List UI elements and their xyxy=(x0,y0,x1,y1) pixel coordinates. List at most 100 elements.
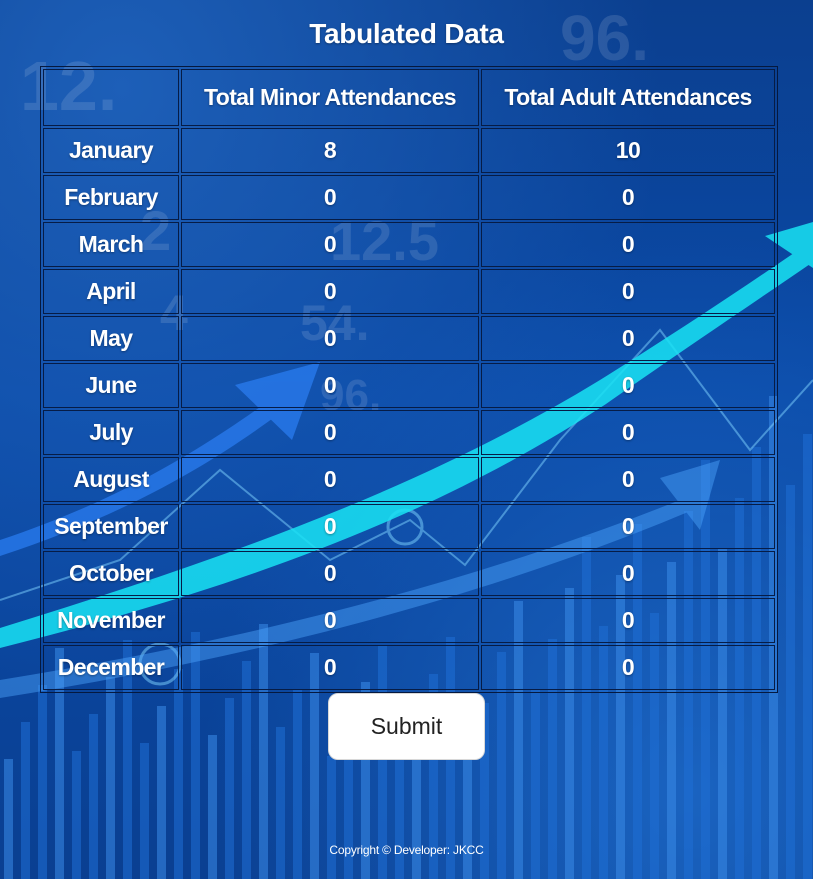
background-bar xyxy=(276,727,285,879)
table-row: August 0 0 xyxy=(43,457,775,502)
header-month xyxy=(43,69,179,126)
background-bar xyxy=(89,714,98,879)
background-bar xyxy=(72,751,81,879)
month-cell: July xyxy=(43,410,179,455)
svg-text:54.: 54. xyxy=(300,295,370,351)
background-bars xyxy=(4,396,812,879)
background-bar xyxy=(786,485,795,879)
adult-attendance-cell: 0 xyxy=(481,645,775,690)
month-cell: October xyxy=(43,551,179,596)
background-bar xyxy=(344,719,353,879)
adult-attendance-cell: 0 xyxy=(481,175,775,220)
background-bar xyxy=(21,722,30,879)
table-row: December 0 0 xyxy=(43,645,775,690)
adult-attendance-cell: 0 xyxy=(481,504,775,549)
minor-attendance-cell: 8 xyxy=(181,128,479,173)
minor-attendance-cell: 0 xyxy=(181,598,479,643)
table-row: November 0 0 xyxy=(43,598,775,643)
background-bar xyxy=(395,748,404,879)
adult-attendance-cell: 0 xyxy=(481,269,775,314)
background-bar xyxy=(106,677,115,879)
background-bar xyxy=(191,632,200,879)
month-cell: November xyxy=(43,598,179,643)
background-bar xyxy=(684,511,693,879)
background-bar xyxy=(650,613,659,879)
svg-text:12.: 12. xyxy=(20,47,117,125)
table-row: March 0 0 xyxy=(43,222,775,267)
minor-attendance-cell: 0 xyxy=(181,175,479,220)
copyright-text: Copyright © Developer: JKCC xyxy=(329,843,484,857)
background-bar xyxy=(667,562,676,879)
adult-attendance-cell: 0 xyxy=(481,457,775,502)
page-title: Tabulated Data xyxy=(309,18,504,49)
table-row: May 0 0 xyxy=(43,316,775,361)
background-bar xyxy=(140,743,149,879)
table-row: September 0 0 xyxy=(43,504,775,549)
table-row: April 0 0 xyxy=(43,269,775,314)
background-bar xyxy=(701,460,710,879)
background-bar xyxy=(514,601,523,879)
background-bar xyxy=(242,661,251,879)
background-bar xyxy=(55,648,64,879)
background-bar xyxy=(752,447,761,879)
background-faded-numbers: 96. 12. 12.5 54. 96. 2 4 xyxy=(20,2,649,420)
adult-attendance-cell: 0 xyxy=(481,363,775,408)
background-bar xyxy=(582,537,591,879)
submit-button[interactable]: Submit xyxy=(328,693,485,760)
background-bar xyxy=(157,706,166,879)
adult-attendance-cell: 0 xyxy=(481,551,775,596)
month-cell: March xyxy=(43,222,179,267)
minor-attendance-cell: 0 xyxy=(181,410,479,455)
background-bar xyxy=(463,740,472,879)
minor-attendance-cell: 0 xyxy=(181,551,479,596)
background-bar xyxy=(531,690,540,879)
background-bar xyxy=(548,639,557,879)
background-arrow-small xyxy=(0,362,320,556)
minor-attendance-cell: 0 xyxy=(181,269,479,314)
adult-attendance-cell: 0 xyxy=(481,410,775,455)
month-cell: April xyxy=(43,269,179,314)
table-row: October 0 0 xyxy=(43,551,775,596)
month-cell: February xyxy=(43,175,179,220)
minor-attendance-cell: 0 xyxy=(181,316,479,361)
svg-text:96.: 96. xyxy=(560,2,649,74)
background-bar xyxy=(497,652,506,879)
month-cell: January xyxy=(43,128,179,173)
background-bar xyxy=(123,640,132,879)
background-bar xyxy=(259,624,268,879)
month-cell: September xyxy=(43,504,179,549)
table-header-row: Total Minor Attendances Total Adult Atte… xyxy=(43,69,775,126)
header-total-adult-attendances: Total Adult Attendances xyxy=(481,69,775,126)
background-bar xyxy=(38,685,47,879)
adult-attendance-cell: 0 xyxy=(481,598,775,643)
background-bar xyxy=(225,698,234,879)
month-cell: August xyxy=(43,457,179,502)
svg-text:96.: 96. xyxy=(320,371,381,420)
month-cell: May xyxy=(43,316,179,361)
background-bar xyxy=(412,711,421,879)
background-bar xyxy=(310,653,319,879)
background-bar xyxy=(378,645,387,879)
background-bar xyxy=(480,703,489,879)
minor-attendance-cell: 0 xyxy=(181,222,479,267)
attendance-table: Total Minor Attendances Total Adult Atte… xyxy=(40,66,778,693)
background-bar xyxy=(4,759,13,879)
background-bar xyxy=(327,756,336,879)
background-bar xyxy=(599,626,608,879)
background-bar xyxy=(174,669,183,879)
background-bar xyxy=(718,549,727,879)
background-bar xyxy=(633,524,642,879)
table-row: July 0 0 xyxy=(43,410,775,455)
background-bar xyxy=(565,588,574,879)
background-bar xyxy=(616,575,625,879)
adult-attendance-cell: 10 xyxy=(481,128,775,173)
table-row: June 0 0 xyxy=(43,363,775,408)
adult-attendance-cell: 0 xyxy=(481,222,775,267)
background-bar xyxy=(208,735,217,879)
minor-attendance-cell: 0 xyxy=(181,645,479,690)
background-bar xyxy=(735,498,744,879)
adult-attendance-cell: 0 xyxy=(481,316,775,361)
background-bar xyxy=(361,682,370,879)
